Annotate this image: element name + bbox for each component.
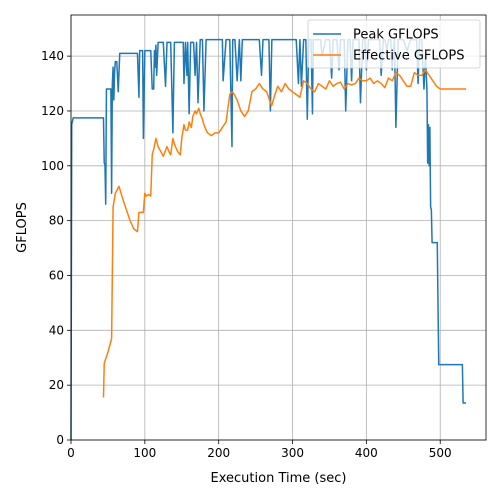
x-tick-label: 400 (355, 446, 378, 460)
y-tick-label: 80 (49, 214, 64, 228)
legend-box (307, 19, 481, 69)
x-tick-label: 200 (207, 446, 230, 460)
y-tick-label: 0 (56, 433, 64, 447)
x-tick-label: 100 (133, 446, 156, 460)
y-axis-label: GFLOPS (15, 202, 30, 253)
x-axis-label: Execution Time (sec) (211, 471, 347, 486)
legend-label-effective-gflops: Effective GFLOPS (353, 49, 465, 64)
tick-labels: 0 100 200 300 400 500 0 20 40 60 80 100 120 140 (41, 49, 452, 460)
y-tick-label: 100 (41, 159, 64, 173)
y-tick-label: 140 (41, 49, 64, 63)
x-tick-label: 300 (281, 446, 304, 460)
y-tick-label: 60 (49, 268, 64, 282)
series-line-effective-gflops (102, 69, 467, 398)
legend-label-peak-gflops: Peak GFLOPS (353, 28, 439, 43)
y-tick-label: 40 (49, 323, 64, 337)
x-tick-label: 0 (67, 446, 75, 460)
x-tick-label: 500 (429, 446, 452, 460)
legend: Peak GFLOPS Effective GFLOPS (307, 19, 481, 69)
series-group (70, 38, 467, 441)
plot-frame (70, 14, 487, 441)
y-tick-label: 120 (41, 104, 64, 118)
axes (67, 14, 487, 444)
y-tick-label: 20 (49, 378, 64, 392)
series-line-peak-gflops (70, 38, 467, 441)
